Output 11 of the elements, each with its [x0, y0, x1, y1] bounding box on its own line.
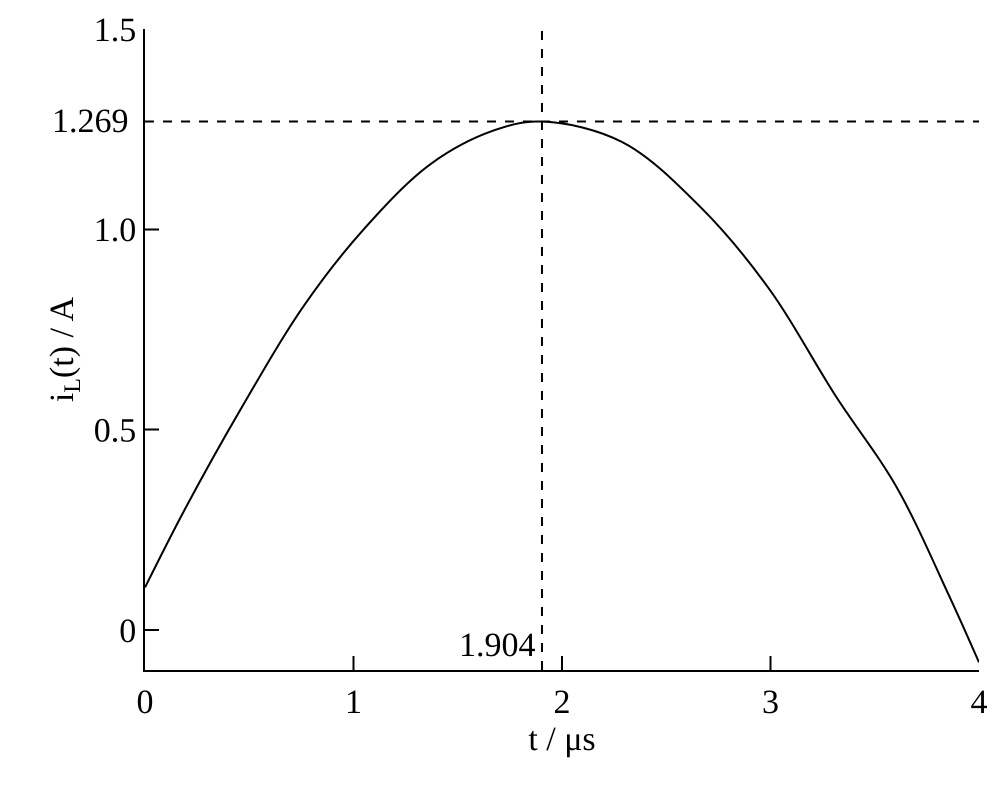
y-tick-label: 1.5	[94, 12, 136, 49]
x-tick-label: 3	[762, 684, 779, 721]
x-tick-label: 1	[345, 684, 362, 721]
ref-line-label: 1.904	[459, 627, 536, 664]
y-tick-label: 1.0	[94, 212, 136, 250]
x-axis-title: t / μs	[528, 720, 596, 758]
y-tick-label: 0.5	[94, 412, 136, 450]
ref-line-label: 1.269	[52, 103, 128, 140]
x-tick-label: 2	[554, 684, 570, 721]
x-tick-label: 4	[970, 684, 988, 721]
y-tick-label: 0	[119, 612, 136, 650]
